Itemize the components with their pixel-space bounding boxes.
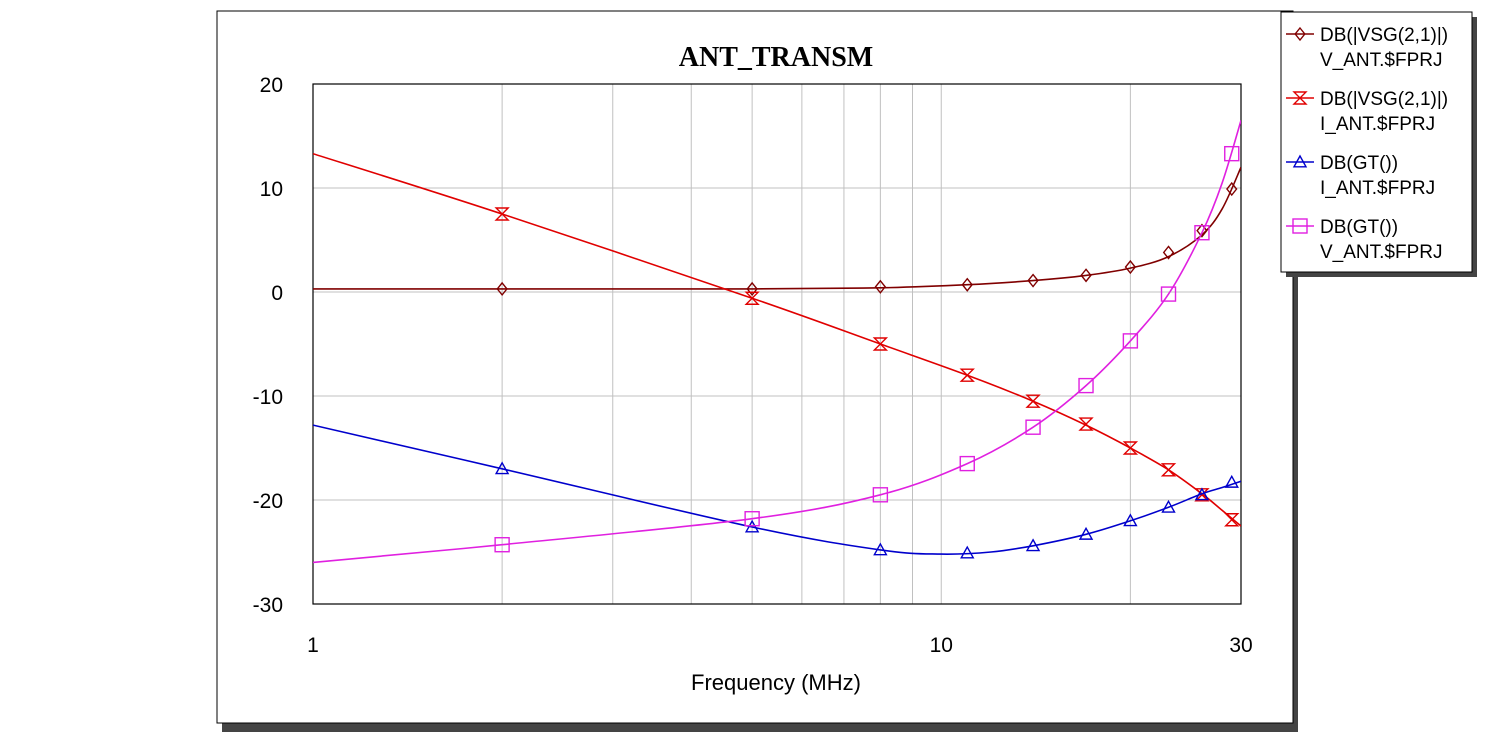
triangle-marker bbox=[494, 461, 510, 475]
chart-title: ANT_TRANSM bbox=[679, 42, 873, 73]
legend-label: DB(|VSG(2,1)|) bbox=[1320, 89, 1448, 110]
hourglass-marker bbox=[1292, 91, 1308, 105]
triangle-marker bbox=[1123, 513, 1138, 527]
x-axis-label: Frequency (MHz) bbox=[691, 670, 861, 695]
y-tick-label: -30 bbox=[253, 594, 283, 617]
legend-sublabel: V_ANT.$FPRJ bbox=[1320, 242, 1442, 263]
hourglass-marker bbox=[494, 207, 510, 221]
y-axis-ticks: 20 10 0 -10 -20 -30 bbox=[253, 74, 283, 617]
legend-label: DB(GT()) bbox=[1320, 217, 1398, 238]
series-line bbox=[313, 424, 1241, 555]
legend-entry: DB(|VSG(2,1)|) V_ANT.$FPRJ bbox=[1286, 25, 1448, 71]
square-marker bbox=[1025, 419, 1041, 435]
legend-sublabel: I_ANT.$FPRJ bbox=[1320, 178, 1435, 199]
triangle-marker bbox=[1194, 487, 1210, 501]
diamond-marker bbox=[961, 277, 973, 292]
square-marker bbox=[1292, 218, 1308, 234]
x-tick-label: 10 bbox=[930, 634, 953, 657]
y-tick-label: 10 bbox=[260, 178, 283, 201]
square-marker bbox=[744, 511, 760, 527]
triangle-marker bbox=[1161, 499, 1176, 513]
square-marker bbox=[494, 537, 510, 553]
legend: DB(|VSG(2,1)|) V_ANT.$FPRJ DB(|VSG(2,1)|) I… bbox=[1286, 25, 1448, 263]
hourglass-marker bbox=[1025, 394, 1041, 408]
legend-entry: DB(GT()) I_ANT.$FPRJ bbox=[1286, 153, 1435, 199]
square-marker bbox=[1224, 145, 1240, 162]
diamond-marker bbox=[1196, 223, 1208, 238]
x-axis-ticks: 1 10 30 bbox=[307, 634, 1253, 657]
hourglass-marker bbox=[744, 291, 760, 305]
diamond-marker bbox=[1027, 273, 1039, 288]
diamond-marker bbox=[1124, 259, 1137, 275]
series-line bbox=[313, 120, 1241, 564]
square-marker bbox=[1160, 286, 1177, 302]
x-tick-label: 1 bbox=[307, 634, 319, 657]
triangle-marker bbox=[1224, 474, 1239, 488]
triangle-marker bbox=[873, 542, 888, 556]
square-marker bbox=[872, 487, 889, 503]
y-tick-label: 20 bbox=[260, 74, 283, 97]
diamond-marker bbox=[1294, 26, 1306, 42]
series-4 bbox=[313, 120, 1241, 564]
legend-sublabel: V_ANT.$FPRJ bbox=[1320, 50, 1442, 71]
legend-entry: DB(|VSG(2,1)|) I_ANT.$FPRJ bbox=[1286, 89, 1448, 135]
series-2 bbox=[313, 152, 1241, 527]
legend-sublabel: I_ANT.$FPRJ bbox=[1320, 114, 1435, 135]
diamond-marker bbox=[1162, 245, 1175, 260]
hourglass-marker bbox=[1224, 513, 1240, 527]
x-tick-label: 30 bbox=[1229, 634, 1252, 657]
y-tick-label: 0 bbox=[271, 282, 283, 305]
triangle-marker bbox=[1078, 526, 1094, 540]
grid bbox=[313, 83, 1241, 605]
diamond-marker bbox=[1080, 268, 1092, 283]
legend-label: DB(|VSG(2,1)|) bbox=[1320, 25, 1448, 46]
series-3 bbox=[313, 424, 1241, 559]
triangle-marker bbox=[744, 519, 760, 533]
series-lines bbox=[313, 120, 1241, 564]
hourglass-marker bbox=[959, 368, 975, 382]
triangle-marker bbox=[1292, 154, 1308, 168]
legend-box bbox=[1280, 11, 1473, 273]
hourglass-marker bbox=[872, 337, 889, 351]
hourglass-marker bbox=[1122, 441, 1139, 455]
diamond-marker bbox=[746, 281, 758, 297]
triangle-marker bbox=[960, 545, 975, 559]
hourglass-marker bbox=[1160, 463, 1177, 477]
y-tick-label: -20 bbox=[253, 490, 283, 513]
hourglass-marker bbox=[1078, 417, 1094, 431]
plot-area bbox=[312, 83, 1242, 605]
diamond-marker bbox=[496, 281, 508, 297]
hourglass-marker bbox=[1194, 488, 1210, 502]
square-marker bbox=[959, 455, 975, 472]
diamond-marker bbox=[874, 279, 887, 294]
square-marker bbox=[1194, 225, 1210, 241]
square-marker bbox=[1078, 377, 1094, 394]
y-tick-label: -10 bbox=[253, 386, 283, 409]
triangle-marker bbox=[1025, 538, 1041, 552]
legend-entry: DB(GT()) V_ANT.$FPRJ bbox=[1286, 217, 1442, 263]
chart-frame bbox=[216, 10, 1294, 724]
square-marker bbox=[1122, 333, 1139, 349]
legend-label: DB(GT()) bbox=[1320, 153, 1398, 174]
diamond-marker bbox=[1226, 181, 1238, 197]
